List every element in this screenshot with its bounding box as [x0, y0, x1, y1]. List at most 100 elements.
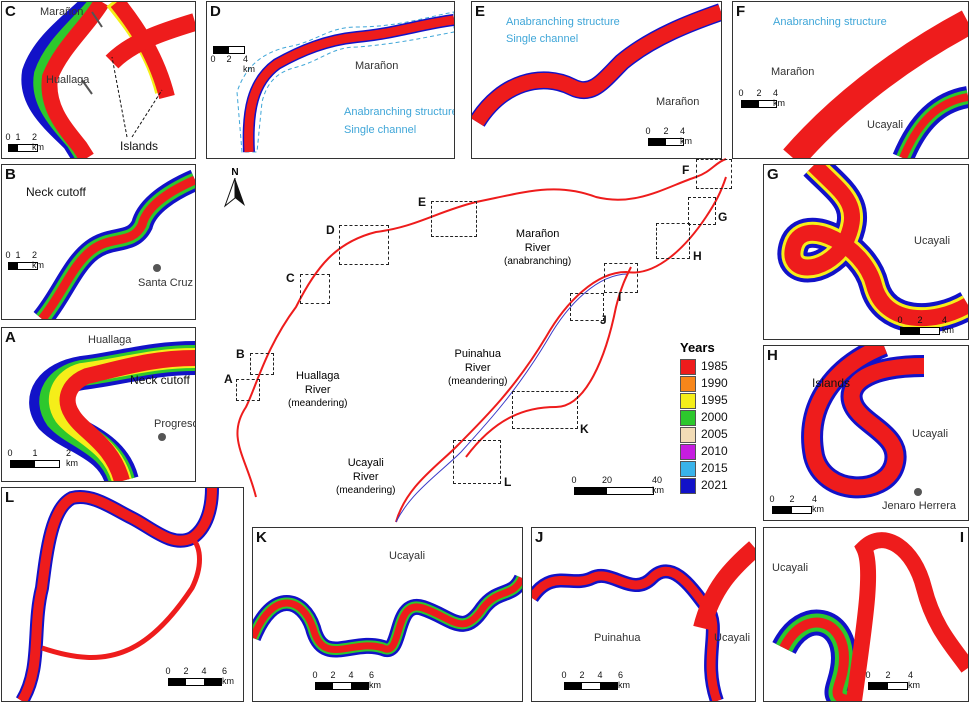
legend-item-1990: 1990	[680, 376, 750, 393]
panel-e-label: E	[475, 3, 486, 20]
compass-icon	[223, 177, 245, 208]
scale-tick: 2	[756, 88, 762, 98]
scale-tick: 0	[645, 126, 651, 136]
legend-anabranching: Anabranching structure	[773, 16, 887, 28]
legend-item-2000: 2000	[680, 410, 750, 427]
panel-j-scale-bar: 0 2 4 6 km	[561, 670, 630, 690]
islands-label: Islands	[120, 139, 159, 153]
scale-tick: 2	[917, 315, 923, 325]
legend-year: 1985	[701, 359, 728, 374]
box-label-e: E	[418, 195, 427, 209]
river-word: River	[524, 242, 551, 254]
scale-tick: 4 km	[243, 54, 255, 74]
box-e	[431, 201, 477, 237]
panel-d: D Marañon Anabranching structure Single …	[206, 1, 455, 159]
scale-tick: 4 km	[812, 494, 824, 514]
scale-tick: 4 km	[942, 315, 954, 335]
legend-year: 2015	[701, 461, 728, 476]
panel-c-label: C	[5, 3, 16, 20]
scale-tick: 0	[897, 315, 903, 325]
scale-tick: 6 km	[618, 670, 630, 690]
box-d	[339, 225, 389, 265]
box-h	[656, 223, 690, 259]
scale-tick: 4	[597, 670, 603, 680]
legend-item-2021: 2021	[680, 478, 750, 495]
scale-tick: 0	[165, 666, 171, 676]
panel-j-label: J	[535, 529, 544, 546]
panel-h-scale-bar: 0 2 4 km	[769, 494, 824, 514]
scale-tick: 0	[5, 250, 11, 260]
overview-scale-bar: 0 20 40 km	[571, 475, 664, 495]
legend-year: 1995	[701, 393, 728, 408]
legend-swatch	[680, 478, 696, 494]
scale-tick: 6 km	[369, 670, 381, 690]
panel-d-river-map	[236, 11, 454, 153]
scale-tick: 4	[348, 670, 354, 680]
panel-l-scale-bar: 0 2 4 6 km	[165, 666, 234, 686]
panel-b-label: B	[5, 166, 16, 183]
islands-label: Islands	[812, 376, 851, 390]
panel-i-river-map	[772, 532, 968, 701]
panel-h: H Islands Ucayali Jenaro Herrera 0 2 4 km	[763, 345, 969, 521]
legend-swatch	[680, 393, 696, 409]
huallaga-label: Huallaga	[88, 334, 132, 346]
scale-tick: 4 km	[908, 670, 920, 690]
panel-j: J Puinahua Ucayali 0 2 4 6 km	[531, 527, 756, 702]
scale-tick: 2 km	[66, 448, 78, 468]
scale-tick: 0	[561, 670, 567, 680]
maranon-label: Marañon	[355, 60, 399, 72]
scale-tick: 40 km	[652, 475, 664, 495]
maranon-label: Marañon	[656, 96, 700, 108]
neck-cutoff-label: Neck cutoff	[130, 373, 190, 387]
box-j	[570, 293, 604, 321]
panel-a: A Huallaga Neck cutoff Progreso 0 1 2 km	[1, 327, 196, 482]
legend-single-channel: Single channel	[344, 124, 417, 136]
panel-i-label: I	[959, 529, 964, 546]
box-l	[453, 440, 501, 484]
scale-tick: 0	[5, 132, 11, 142]
panel-g: G Ucayali 0 2 4 km	[763, 164, 969, 340]
box-b	[250, 353, 274, 375]
legend-item-1995: 1995	[680, 393, 750, 410]
legend-item-2005: 2005	[680, 427, 750, 444]
jenaro-herrera-label: Jenaro Herrera	[882, 500, 956, 512]
river-word: River	[464, 362, 491, 374]
ucayali-label: Ucayali	[772, 562, 809, 574]
box-k	[512, 391, 578, 429]
scale-tick: 2	[226, 54, 232, 64]
panel-k-scale-bar: 0 2 4 6 km	[312, 670, 381, 690]
river-word: River	[304, 384, 331, 396]
box-label-l: L	[504, 475, 512, 489]
river-type: (meandering)	[336, 485, 396, 496]
box-label-f: F	[682, 163, 690, 177]
scale-tick: 0	[769, 494, 775, 504]
progreso-label: Progreso	[154, 418, 196, 430]
ucayali-river-label: Ucayali River (meandering)	[336, 456, 395, 498]
panel-i: I Ucayali 0 2 4 km	[763, 527, 969, 702]
box-i	[604, 263, 638, 293]
box-label-b: B	[236, 347, 245, 361]
legend-anabranching: Anabranching structure	[506, 16, 620, 28]
maranon-label: Marañon	[40, 6, 84, 18]
panel-l-river-map	[15, 488, 219, 701]
panel-g-scale-bar: 0 2 4 km	[897, 315, 954, 335]
panel-a-scale-bar: 0 1 2 km	[7, 448, 78, 468]
river-name: Ucayali	[347, 457, 384, 469]
panel-d-label: D	[210, 3, 221, 20]
legend-swatch	[680, 461, 696, 477]
maranon-river-label: Marañon River (anabranching)	[504, 227, 571, 269]
panel-g-river-map	[777, 165, 968, 334]
legend-swatch	[680, 376, 696, 392]
north-label: N	[231, 167, 239, 178]
legend-item-1985: 1985	[680, 359, 750, 376]
scale-tick: 2	[579, 670, 585, 680]
scale-tick: 20	[601, 475, 613, 485]
legend-swatch	[680, 359, 696, 375]
panel-l: L 0 2 4 6 km	[1, 487, 244, 702]
box-label-h: H	[693, 249, 702, 263]
legend-year: 2000	[701, 410, 728, 425]
legend-swatch	[680, 427, 696, 443]
